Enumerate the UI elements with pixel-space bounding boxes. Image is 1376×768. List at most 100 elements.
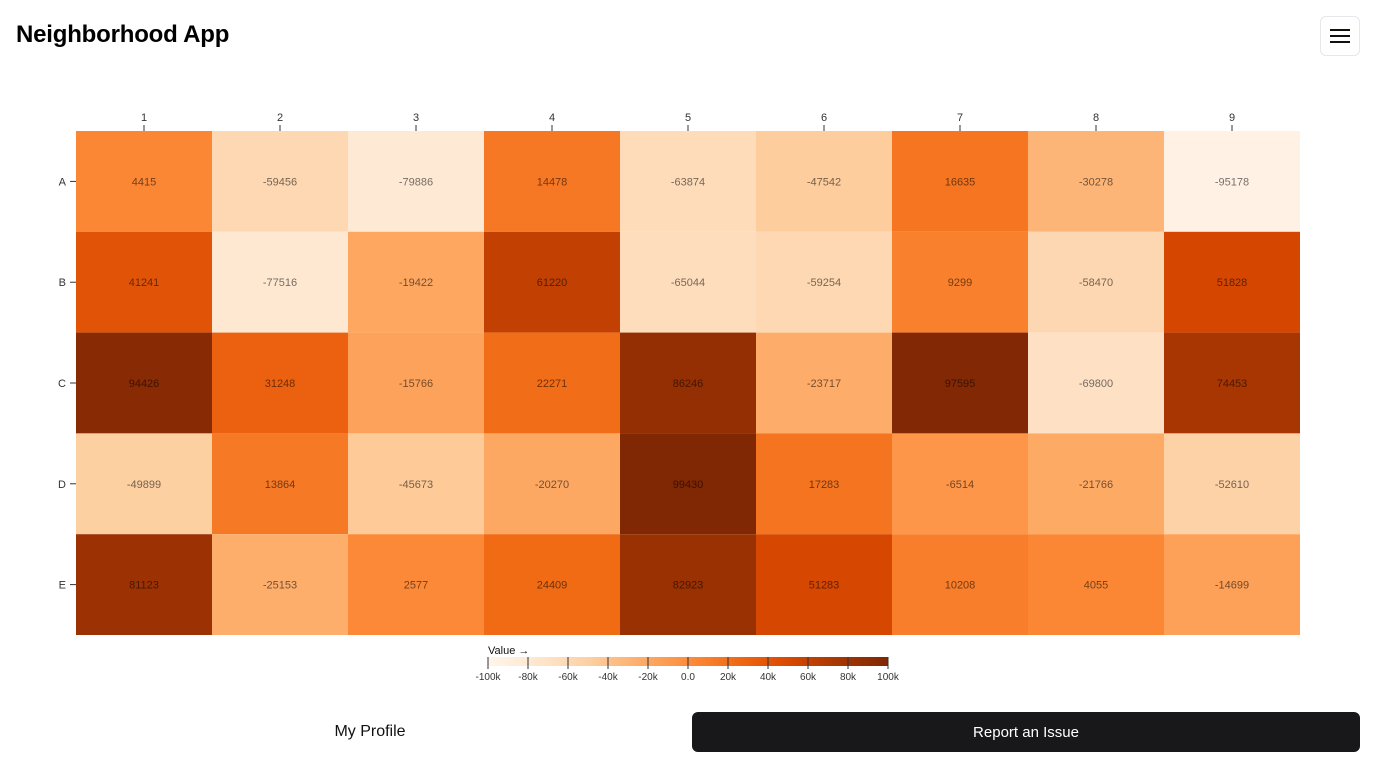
- heatmap-cell: [212, 433, 348, 535]
- legend-tick-label: 0.0: [681, 672, 695, 683]
- cell-value-label: 4415: [132, 176, 156, 188]
- heatmap-cell: [1028, 131, 1164, 232]
- heatmap-cell: [484, 332, 620, 434]
- y-tick-label: D: [58, 479, 66, 491]
- heatmap-cell: [348, 332, 484, 434]
- heatmap-cell: [1164, 433, 1300, 535]
- cell-value-label: -95178: [1215, 176, 1249, 188]
- cell-value-label: -59456: [263, 176, 297, 188]
- heatmap-cell: [620, 231, 756, 333]
- x-tick-label: 5: [685, 112, 691, 124]
- cell-value-label: 31248: [265, 378, 296, 390]
- cell-value-label: 41241: [129, 277, 160, 289]
- cell-value-label: -21766: [1079, 479, 1113, 491]
- cell-value-label: -52610: [1215, 479, 1249, 491]
- heatmap-cell: [1028, 332, 1164, 434]
- heatmap-cell: [892, 534, 1028, 635]
- cell-value-label: 22271: [537, 378, 568, 390]
- cell-value-label: -79886: [399, 176, 433, 188]
- my-profile-button[interactable]: My Profile: [16, 712, 724, 752]
- cell-value-label: 16635: [945, 176, 976, 188]
- cell-value-label: 14478: [537, 176, 568, 188]
- cell-value-label: -65044: [671, 277, 705, 289]
- x-tick-label: 6: [821, 112, 827, 124]
- heatmap-cell: [484, 231, 620, 333]
- cell-value-label: -77516: [263, 277, 297, 289]
- report-issue-button[interactable]: Report an Issue: [692, 712, 1360, 752]
- cell-value-label: 51283: [809, 580, 840, 592]
- cell-value-label: 94426: [129, 378, 160, 390]
- cell-value-label: 82923: [673, 580, 704, 592]
- heatmap-cell: [620, 534, 756, 635]
- cell-value-label: 2577: [404, 580, 428, 592]
- heatmap-cell: [212, 231, 348, 333]
- cell-value-label: -47542: [807, 176, 841, 188]
- x-tick-label: 3: [413, 112, 419, 124]
- cell-value-label: 24409: [537, 580, 568, 592]
- heatmap-cell: [892, 433, 1028, 535]
- heatmap-cell: [1028, 433, 1164, 535]
- cell-value-label: -45673: [399, 479, 433, 491]
- legend-tick-label: -20k: [638, 672, 658, 683]
- heatmap-cell: [76, 534, 212, 635]
- heatmap-cell: [76, 131, 212, 232]
- y-tick-label: B: [59, 277, 66, 289]
- menu-button[interactable]: [1320, 16, 1360, 56]
- heatmap-cell: [756, 332, 892, 434]
- x-tick-label: 1: [141, 112, 147, 124]
- legend-tick-label: 80k: [840, 672, 857, 683]
- x-tick-label: 8: [1093, 112, 1099, 124]
- heatmap-cell: [756, 231, 892, 333]
- heatmap-cell: [76, 332, 212, 434]
- cell-value-label: -59254: [807, 277, 841, 289]
- color-legend: Value → -100k -80k -60k -40k -20k 0.0 20k 40k 60k…: [475, 645, 900, 683]
- cell-value-label: 81123: [129, 580, 159, 592]
- cell-value-label: -15766: [399, 378, 433, 390]
- heatmap-cell: [620, 332, 756, 434]
- legend-tick-label: -60k: [558, 672, 578, 683]
- cell-value-label: 74453: [1217, 378, 1248, 390]
- heatmap-cell: [892, 131, 1028, 232]
- heatmap-cell: [76, 433, 212, 535]
- cell-value-label: -19422: [399, 277, 433, 289]
- cell-value-label: -6514: [946, 479, 974, 491]
- heatmap-cell: [212, 534, 348, 635]
- heatmap-cell: [348, 131, 484, 232]
- heatmap-cell: [756, 131, 892, 232]
- cell-value-label: 97595: [945, 378, 976, 390]
- x-tick-label: 2: [277, 112, 283, 124]
- x-tick-label: 7: [957, 112, 963, 124]
- y-tick-label: E: [59, 580, 66, 592]
- cell-value-label: 51828: [1217, 277, 1248, 289]
- heatmap-cell: [1164, 131, 1300, 232]
- cell-value-label: -58470: [1079, 277, 1113, 289]
- y-tick-label: A: [59, 176, 67, 188]
- cell-value-label: 99430: [673, 479, 704, 491]
- heatmap-cell: [484, 433, 620, 535]
- app-title: Neighborhood App: [16, 21, 230, 48]
- heatmap-cell: [756, 534, 892, 635]
- cell-value-label: -30278: [1079, 176, 1113, 188]
- legend-tick-label: 40k: [760, 672, 777, 683]
- heatmap-cell: [76, 231, 212, 333]
- cell-value-label: -14699: [1215, 580, 1249, 592]
- cell-value-label: 86246: [673, 378, 704, 390]
- legend-tick-label: 60k: [800, 672, 817, 683]
- cell-value-label: 4055: [1084, 580, 1108, 592]
- legend-tick-label: -40k: [598, 672, 618, 683]
- heatmap-cell: [484, 131, 620, 232]
- legend-tick-label: 20k: [720, 672, 737, 683]
- cell-value-label: -63874: [671, 176, 705, 188]
- heatmap-cell: [892, 231, 1028, 333]
- legend-title: Value →: [488, 645, 529, 657]
- legend-tick-label: -80k: [518, 672, 538, 683]
- cell-value-label: -23717: [807, 378, 841, 390]
- heatmap-cell: [620, 433, 756, 535]
- heatmap-cell: [1164, 534, 1300, 635]
- cell-value-label: -49899: [127, 479, 161, 491]
- heatmap-cell: [620, 131, 756, 232]
- y-tick-label: C: [58, 378, 66, 390]
- legend-tick-label: 100k: [877, 672, 900, 683]
- legend-tick-label: -100k: [475, 672, 501, 683]
- heatmap-cell: [212, 332, 348, 434]
